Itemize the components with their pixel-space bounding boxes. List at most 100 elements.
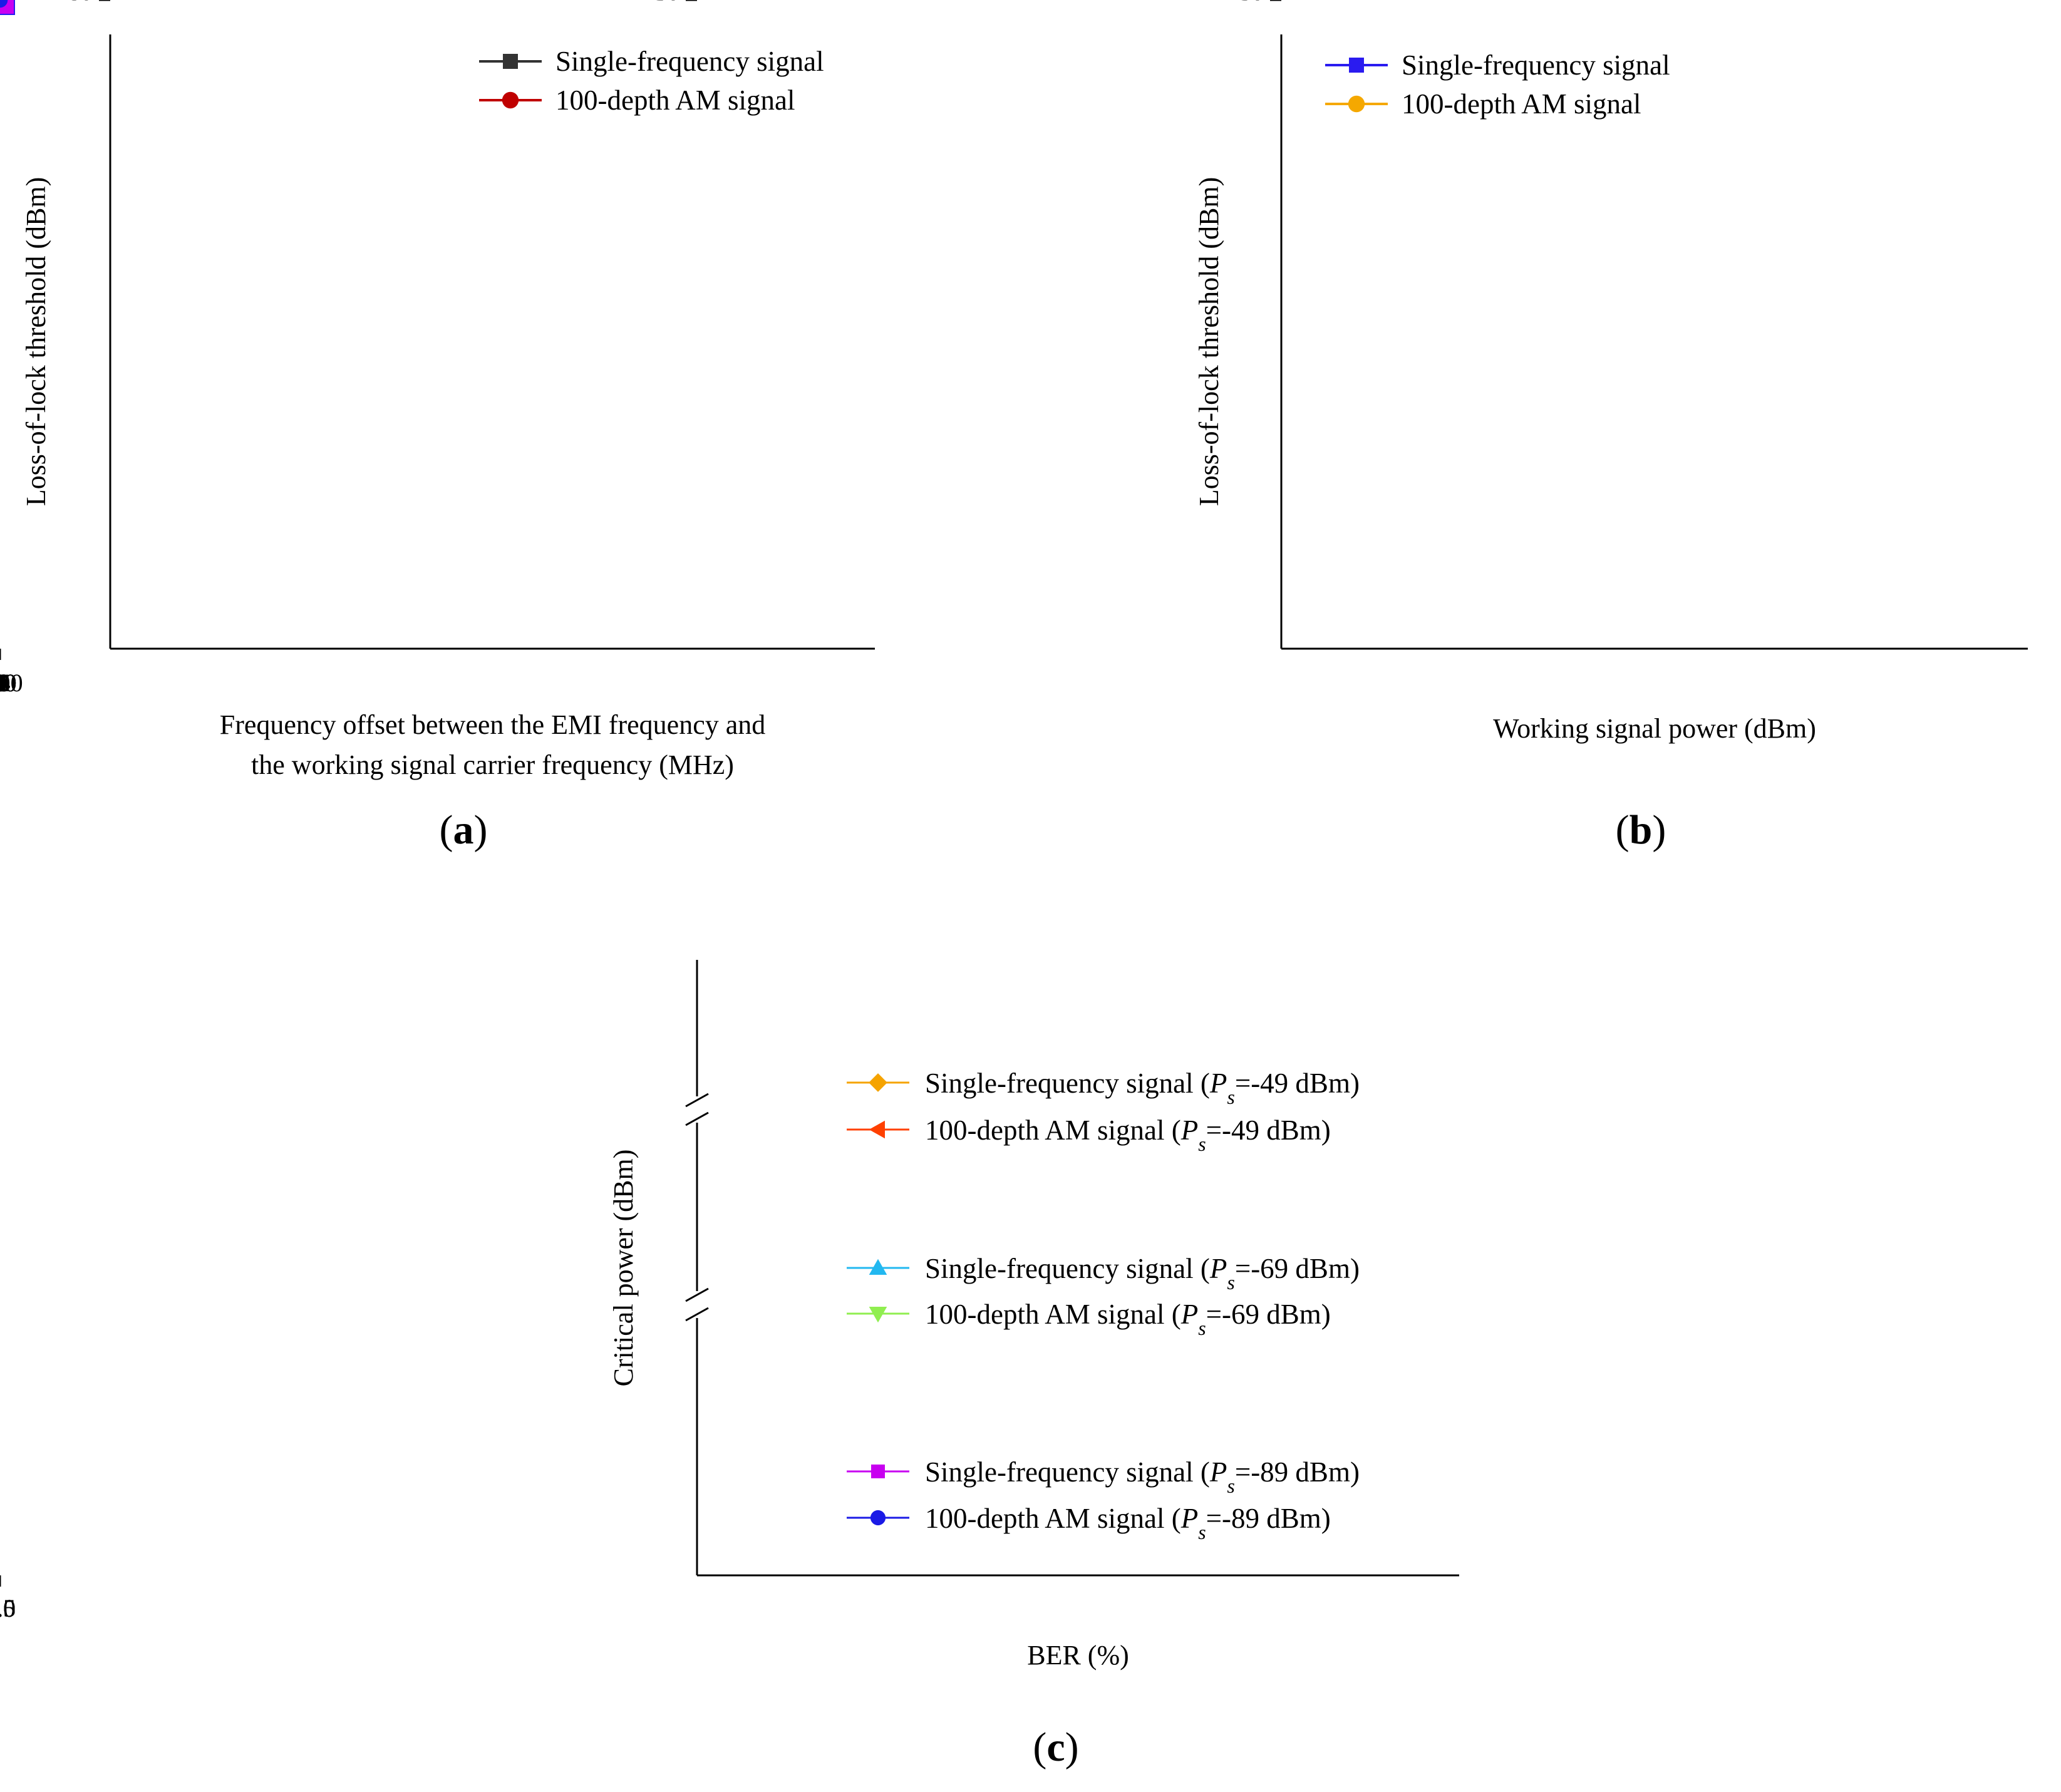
legend-marker bbox=[502, 91, 519, 109]
legend-label: 100-depth AM signal bbox=[1402, 88, 1641, 120]
legend-marker bbox=[869, 1307, 887, 1323]
legend-marker bbox=[1348, 95, 1365, 113]
x-tick-label: 0.5 bbox=[0, 1594, 16, 1622]
legend-label-part: =-69 dBm) bbox=[1206, 1299, 1331, 1330]
y-tick-label: -80 bbox=[1231, 0, 1264, 6]
x-tick-label: 1 bbox=[0, 669, 6, 697]
y-tick-label: -40 bbox=[646, 0, 679, 6]
legend-label-part: =-69 dBm) bbox=[1235, 1253, 1360, 1284]
panel-label: (b) bbox=[1616, 807, 1666, 853]
panel-a: -5-4-3-2-1012345-55-60-65-70-75-80Loss-o… bbox=[0, 0, 875, 853]
y-tick-label: -70 bbox=[1231, 0, 1264, 6]
axis-break-mark bbox=[685, 1287, 709, 1302]
legend-label: Single-frequency signal (Ps=-89 dBm) bbox=[925, 1456, 1360, 1497]
legend-label-part: P bbox=[1180, 1115, 1199, 1146]
x-tick-label: -2 bbox=[0, 669, 11, 697]
legend-marker bbox=[869, 1259, 887, 1275]
y-tick-label: -90 bbox=[646, 0, 679, 6]
legend-label: Single-frequency signal bbox=[555, 46, 824, 77]
x-tick-label: -80 bbox=[0, 669, 17, 697]
legend-label-part: P bbox=[1180, 1299, 1199, 1330]
data-point bbox=[0, 0, 8, 8]
y-tick-label: -65 bbox=[59, 0, 93, 6]
legend-label-part: Single-frequency signal ( bbox=[925, 1068, 1210, 1099]
x-tick-label: -100 bbox=[0, 669, 23, 697]
legend-marker bbox=[1349, 58, 1364, 73]
x-axis-label: Working signal power (dBm) bbox=[1493, 713, 1816, 744]
y-tick-label: -65 bbox=[646, 0, 679, 6]
y-tick-label: -50 bbox=[1231, 0, 1264, 6]
legend-label: 100-depth AM signal bbox=[555, 85, 795, 116]
axis-break-mark bbox=[685, 1093, 709, 1108]
y-tick-label: -75 bbox=[59, 0, 93, 6]
legend-label-part: s bbox=[1198, 1521, 1206, 1543]
x-tick-label: -90 bbox=[0, 669, 17, 697]
x-tick-label: 3 bbox=[0, 669, 6, 697]
x-tick-label: -4 bbox=[0, 669, 11, 697]
legend-label: Single-frequency signal bbox=[1402, 49, 1670, 81]
legend-label-part: P bbox=[1180, 1503, 1199, 1534]
y-tick-label: -60 bbox=[59, 0, 93, 6]
panel-c: 0.00.51.01.52.02.5-40-45-60-65-80-85-90C… bbox=[0, 0, 1459, 1770]
legend-label-part: 100-depth AM signal ( bbox=[925, 1115, 1181, 1146]
legend-marker bbox=[869, 1073, 887, 1092]
y-tick-label: -55 bbox=[59, 0, 93, 6]
legend-label-part: s bbox=[1227, 1475, 1234, 1497]
y-tick-label: -85 bbox=[646, 0, 679, 6]
x-tick-label: 1.0 bbox=[0, 1594, 16, 1622]
panel-letter: c bbox=[1046, 1724, 1065, 1770]
legend-label: 100-depth AM signal (Ps=-69 dBm) bbox=[925, 1299, 1331, 1339]
panel-label: (c) bbox=[1033, 1724, 1078, 1770]
x-tick-label: -50 bbox=[0, 669, 17, 697]
x-tick-label: 1.5 bbox=[0, 1594, 16, 1622]
legend-marker bbox=[870, 1510, 886, 1526]
x-tick-label: 0 bbox=[0, 669, 6, 697]
x-tick-label: 0.0 bbox=[0, 1594, 16, 1622]
x-axis-label: BER (%) bbox=[1027, 1640, 1129, 1671]
legend-marker bbox=[869, 1120, 885, 1139]
panel-label: (a) bbox=[440, 807, 488, 853]
x-tick-label: -3 bbox=[0, 669, 11, 697]
x-axis-label-line: Frequency offset between the EMI frequen… bbox=[220, 709, 766, 740]
axis-break-mark bbox=[685, 1307, 709, 1322]
legend-marker bbox=[503, 54, 518, 69]
x-tick-label: 4 bbox=[0, 669, 6, 697]
legend-label-part: s bbox=[1227, 1271, 1234, 1294]
x-tick-label: -60 bbox=[0, 669, 17, 697]
legend-label-part: Single-frequency signal ( bbox=[925, 1253, 1210, 1284]
legend-label-part: P bbox=[1209, 1456, 1227, 1488]
legend-label-part: Single-frequency signal ( bbox=[925, 1456, 1210, 1488]
legend-label-part: s bbox=[1198, 1317, 1206, 1339]
y-tick-label: -60 bbox=[1231, 0, 1264, 6]
x-tick-label: 5 bbox=[0, 669, 6, 697]
y-tick-label: -80 bbox=[59, 0, 93, 6]
legend-label-part: s bbox=[1227, 1086, 1234, 1108]
legend-label: Single-frequency signal (Ps=-69 dBm) bbox=[925, 1253, 1360, 1294]
y-axis-label: Critical power (dBm) bbox=[608, 1150, 639, 1387]
legend-marker bbox=[871, 1465, 885, 1478]
legend-label-part: =-49 dBm) bbox=[1235, 1068, 1360, 1099]
y-tick-label: -70 bbox=[59, 0, 93, 6]
panel-letter: a bbox=[453, 807, 474, 853]
x-tick-label: 2.0 bbox=[0, 1594, 16, 1622]
legend-label-part: 100-depth AM signal ( bbox=[925, 1299, 1181, 1330]
legend-label: 100-depth AM signal (Ps=-89 dBm) bbox=[925, 1503, 1331, 1543]
x-tick-label: 2.5 bbox=[0, 1594, 16, 1622]
y-tick-label: -40 bbox=[1231, 0, 1264, 6]
x-tick-label: 2 bbox=[0, 669, 6, 697]
legend-label-part: P bbox=[1209, 1068, 1227, 1099]
axis-break-mark bbox=[685, 1111, 709, 1126]
y-tick-label: -80 bbox=[646, 0, 679, 6]
y-axis-label: Loss-of-lock threshold (dBm) bbox=[1194, 177, 1224, 506]
legend-label-part: =-89 dBm) bbox=[1235, 1456, 1360, 1488]
y-tick-label: -30 bbox=[1231, 0, 1264, 6]
legend-label: 100-depth AM signal (Ps=-49 dBm) bbox=[925, 1115, 1331, 1155]
x-tick-label: -70 bbox=[0, 669, 17, 697]
legend-label-part: P bbox=[1209, 1253, 1227, 1284]
x-axis-label-line: the working signal carrier frequency (MH… bbox=[251, 749, 734, 780]
legend-label-part: =-49 dBm) bbox=[1206, 1115, 1331, 1146]
y-axis-label: Loss-of-lock threshold (dBm) bbox=[21, 177, 51, 506]
x-tick-label: -5 bbox=[0, 669, 11, 697]
y-tick-label: -45 bbox=[646, 0, 679, 6]
